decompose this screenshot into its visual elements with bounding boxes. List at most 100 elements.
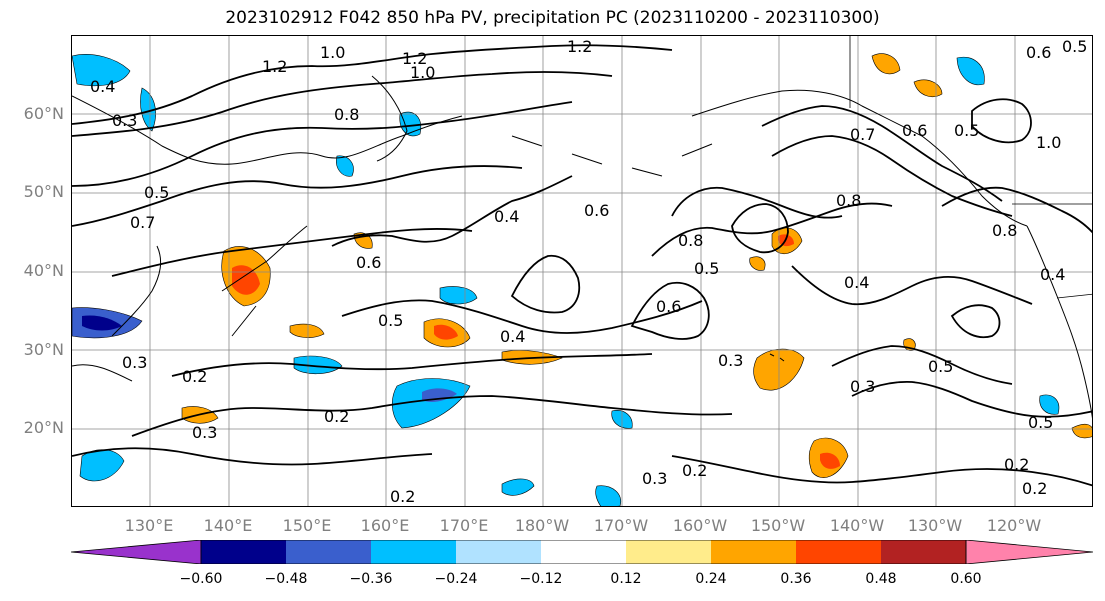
colorbar-bin-7 [711,540,796,564]
clabel-29: 0.7 [850,125,875,144]
graticule [72,36,1092,506]
precip-blob-orange-13 [749,256,766,271]
coast-asia-north [72,95,463,165]
lat-label-20n: 20°N [23,418,64,437]
colorbar-tick-9: 0.48 [865,571,897,587]
coast-aleutians [511,135,713,177]
colorbar-tick-7: 0.24 [695,571,727,587]
clabel-13: 0.2 [182,367,207,386]
clabel-21: 0.6 [656,297,681,316]
precip-blob-orange-9 [871,53,901,75]
clabel-33: 0.5 [928,357,953,376]
clabel-7: 0.3 [112,111,137,130]
clabel-31: 0.4 [844,273,869,292]
lat-label-60n: 60°N [23,104,64,123]
contour-22 [731,203,789,254]
colorbar-tick-6: 0.12 [610,571,642,587]
contour-21 [510,254,581,314]
contour-13 [761,105,1003,202]
lon-label-170e: 170°E [439,516,489,535]
colorbar-tick-10: 0.60 [950,571,982,587]
lon-label-150e: 150°E [282,516,332,535]
colorbar-tick-5: −0.12 [519,571,563,587]
contour-2 [72,71,613,137]
clabel-8: 0.8 [334,105,359,124]
lon-label-150w: 150°W [750,516,806,535]
map-panel: 1.2 1.0 1.2 1.0 1.2 0.4 0.3 0.8 0.5 0.7 … [71,35,1093,507]
contour-20 [630,281,710,340]
clabel-20: 0.4 [494,207,519,226]
contour-10 [72,447,433,466]
clabel-17: 0.6 [584,201,609,220]
contour-3 [72,101,573,187]
contour-4 [72,165,523,227]
coast-hawaii [769,353,785,362]
map-title: 2023102912 F042 850 hPa PV, precipitatio… [225,8,880,28]
contour-7 [341,299,703,334]
clabel-10: 0.7 [130,213,155,232]
colorbar-tick-3: −0.36 [349,571,393,587]
contour-14 [771,135,1013,217]
colorbar-bin-9 [881,540,966,564]
clabel-12: 0.3 [122,353,147,372]
clabel-34: 0.5 [1028,413,1053,432]
precip-blob-blue-3core [422,388,457,402]
clabel-25: 0.2 [682,461,707,480]
precip-anomaly-shading [72,53,1092,506]
contour-9 [131,395,733,437]
contour-1 [72,44,673,125]
clabel-37: 0.4 [1040,265,1065,284]
coastlines [72,75,1092,418]
clabel-28: 0.5 [954,121,979,140]
clabel-1: 1.2 [402,49,427,68]
pv-contours [72,44,1092,487]
precip-blob-orange-4 [289,323,325,338]
colorbar-tick-2: −0.48 [264,571,308,587]
colorbar-bin-3 [371,540,456,564]
contour-15 [941,186,1092,234]
clabel-9: 0.5 [144,183,169,202]
map-svg: 1.2 1.0 1.2 1.0 1.2 0.4 0.3 0.8 0.5 0.7 … [72,36,1092,506]
border-us-mexico [1056,293,1092,299]
clabel-30: 0.8 [836,191,861,210]
clabel-23: 0.3 [718,351,743,370]
colorbar-bin-1 [201,540,286,564]
clabel-24: 0.3 [642,469,667,488]
coast-alaska [691,89,1028,227]
precip-blob-red-2 [434,324,458,340]
contour-5 [111,228,473,277]
contour-23 [950,304,1001,338]
precip-blob-orange-12 [1071,423,1092,439]
precip-blob-blue-8 [1039,394,1060,415]
contour-6 [331,175,573,247]
precip-blob-darkblue [82,315,122,331]
colorbar-extend-high [965,540,1093,564]
contour-19 [671,455,1092,487]
lon-label-120w: 120°W [986,516,1042,535]
lon-label-130w: 130°W [907,516,963,535]
precip-blob-blue-5 [595,485,622,506]
clabel-11: 0.6 [356,253,381,272]
coast-japan [221,225,308,337]
precip-blob-blue-nw [72,54,131,87]
colorbar-bin-5 [541,540,626,564]
colorbar-bin-2 [286,540,371,564]
colorbar-bin-6 [626,540,711,564]
borders [849,36,1092,299]
clabel-39: 0.2 [1022,479,1047,498]
contour-8 [171,353,653,377]
lon-label-140w: 140°W [829,516,885,535]
precip-blob-blue-okhotsk [336,155,354,177]
clabel-14: 0.3 [192,423,217,442]
coast-kamchatka [371,75,408,162]
lat-label-50n: 50°N [23,182,64,201]
lat-label-30n: 30°N [23,340,64,359]
colorbar-bin-4 [456,540,541,564]
clabel-19: 0.4 [500,327,525,346]
clabel-26: 0.8 [678,231,703,250]
contour-17 [831,345,1013,385]
colorbar-extend-low [71,540,202,564]
clabel-32: 0.3 [850,377,875,396]
colorbar-bin-8 [796,540,881,564]
lon-label-160e: 160°E [360,516,410,535]
